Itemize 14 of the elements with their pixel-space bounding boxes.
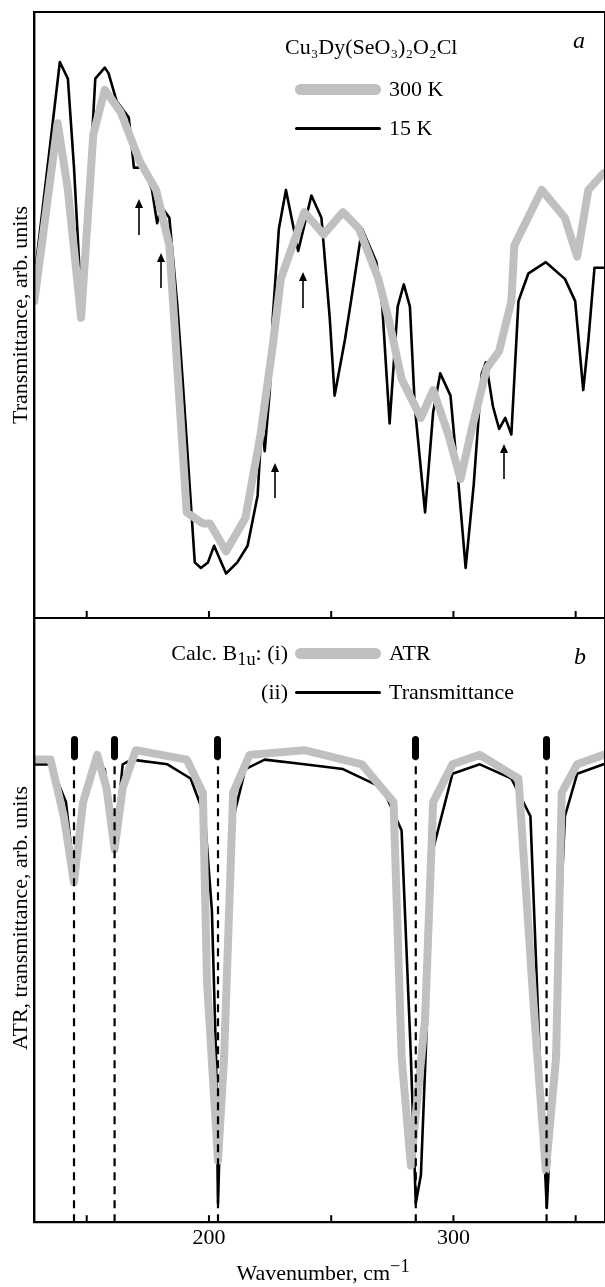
text: (ii)	[261, 679, 288, 704]
legend-label: 300 K	[389, 76, 444, 101]
legend-label: ATR	[389, 640, 431, 665]
x-tick-label: 300	[436, 1224, 470, 1250]
text: b	[574, 643, 586, 669]
x-tick-label: 200	[192, 1224, 226, 1250]
legend-label: Transmittance	[389, 679, 515, 704]
legend-label: 15 K	[389, 115, 433, 140]
y-axis-title: ATR, transmittance, arb. units	[7, 786, 32, 1050]
y-axis-title: Transmittance, arb. units	[7, 206, 32, 424]
legend-title: Cu₃Dy(SeO₃)₂O₂Cl	[285, 34, 458, 59]
x-axis-title: Wavenumber, cm$^{−1}$	[236, 1256, 410, 1286]
legend-title: Calc. B$_{1u}$: (i)	[171, 640, 288, 670]
text: a	[573, 27, 585, 53]
